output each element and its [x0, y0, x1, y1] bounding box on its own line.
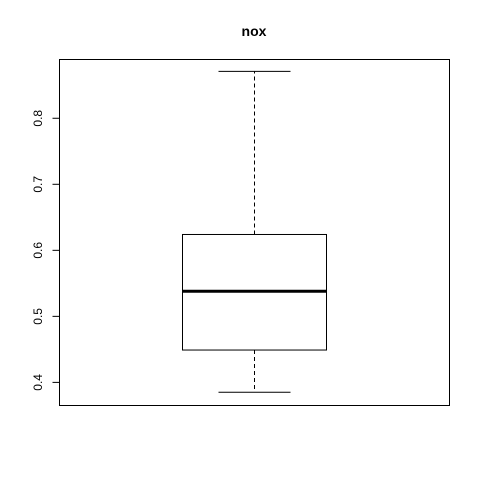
- y-tick-label: 0.7: [31, 176, 45, 193]
- y-axis: 0.4 0.5 0.6 0.7 0.8: [31, 110, 60, 391]
- chart-title: nox: [242, 23, 267, 39]
- y-tick-label: 0.4: [31, 374, 45, 391]
- box-plot: [182, 70, 327, 393]
- y-tick-label: 0.5: [31, 308, 45, 325]
- y-tick-label: 0.6: [31, 242, 45, 259]
- y-tick-label: 0.8: [31, 110, 45, 127]
